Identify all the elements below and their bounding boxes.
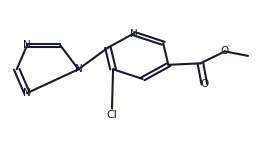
Text: N: N xyxy=(130,28,137,39)
Text: O: O xyxy=(221,46,229,56)
Text: O: O xyxy=(200,79,208,89)
Text: N: N xyxy=(23,40,31,51)
Text: N: N xyxy=(23,88,31,98)
Text: Cl: Cl xyxy=(106,110,117,121)
Text: N: N xyxy=(75,64,82,74)
